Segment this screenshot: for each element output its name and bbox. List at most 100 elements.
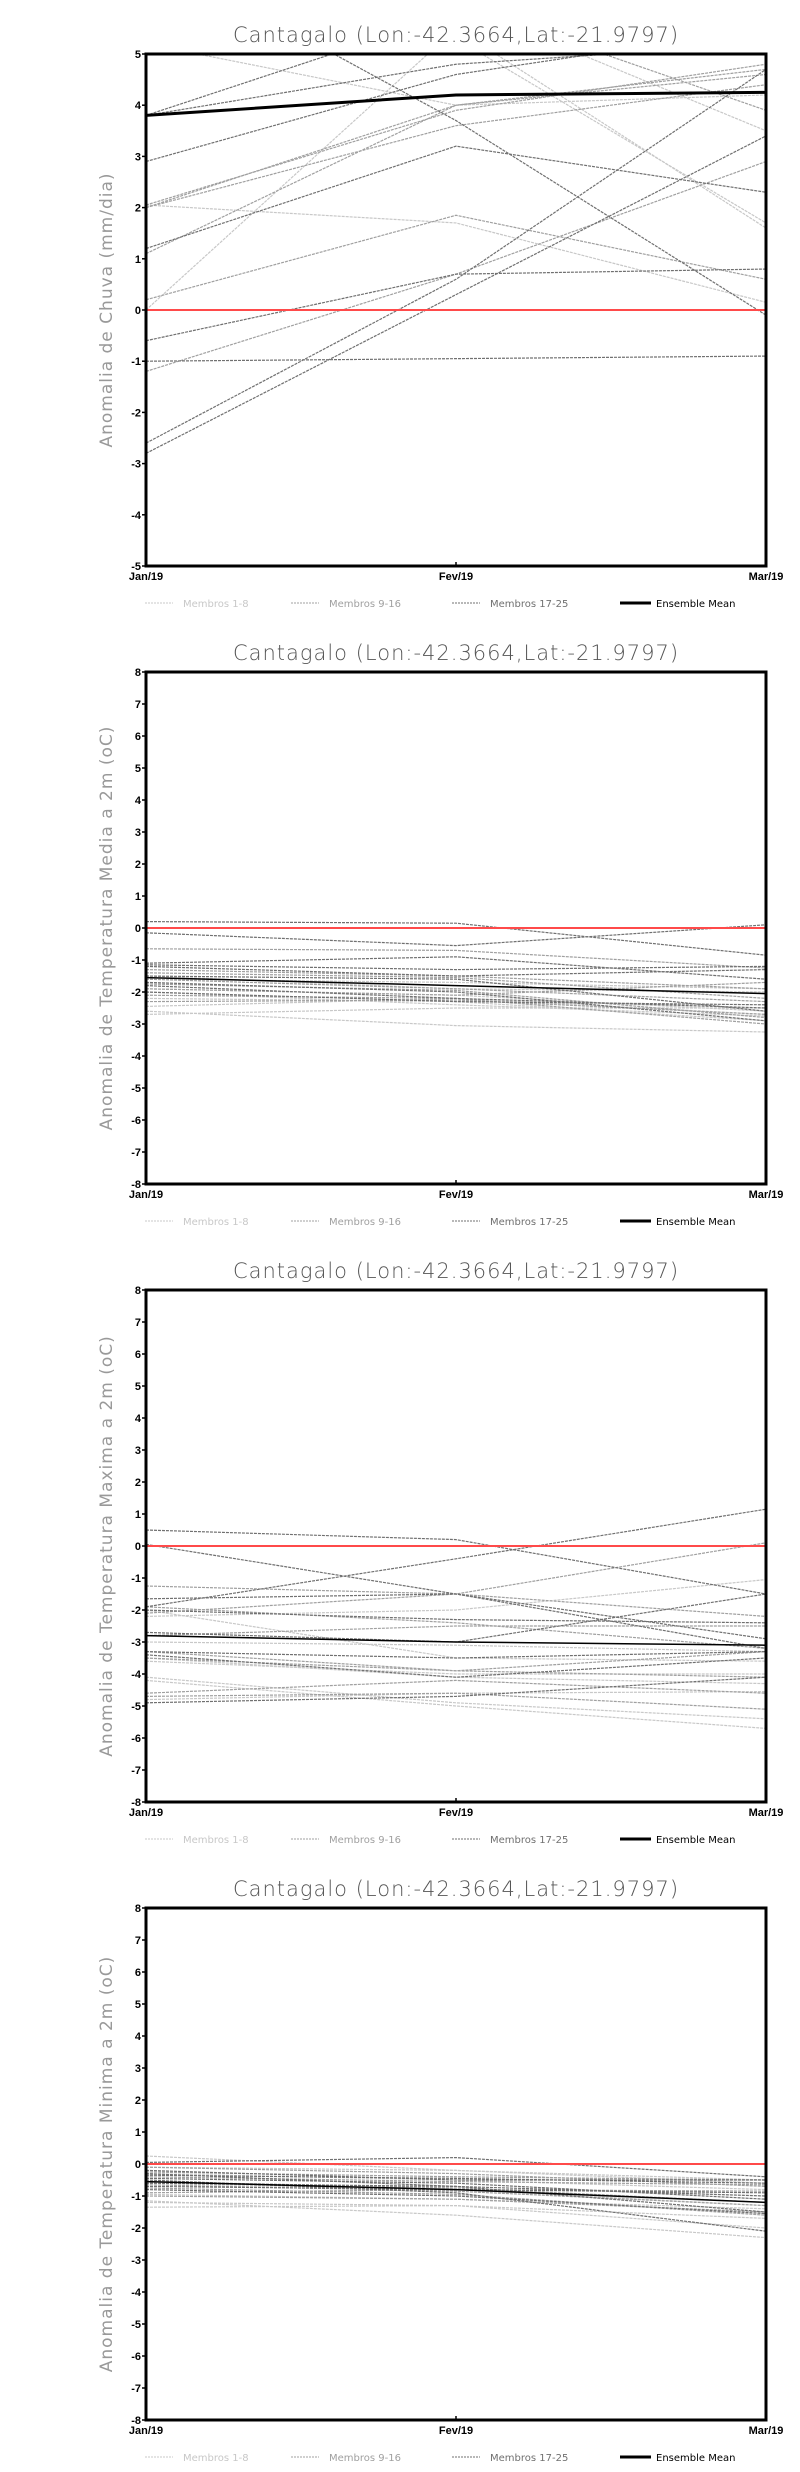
y-tick-label: -3: [131, 2255, 141, 2267]
member-line: [146, 2166, 766, 2181]
y-tick-label: -1: [131, 1573, 141, 1585]
member-line: [146, 1654, 766, 1678]
y-tick-label: 1: [135, 1509, 141, 1521]
member-line: [146, 921, 766, 956]
x-tick-label: Jan/19: [129, 1189, 163, 1201]
y-tick-label: 5: [135, 763, 141, 775]
chart-title: Cantagalo (Lon:-42.3664,Lat:-21.9797): [233, 23, 679, 47]
member-line: [146, 1007, 766, 1015]
y-tick-label: -6: [131, 1733, 141, 1745]
chart-title: Cantagalo (Lon:-42.3664,Lat:-21.9797): [233, 641, 679, 665]
member-line: [146, 948, 766, 969]
y-tick-label: 2: [135, 203, 141, 215]
y-axis-label: Anomalia de Temperatura Media a 2m (oC): [97, 726, 117, 1131]
member-line: [146, 2169, 766, 2181]
legend-label: Membros 1-8: [183, 1835, 249, 1846]
member-line: [494, 54, 766, 229]
member-line: [146, 1651, 766, 1659]
legend-label: Membros 17-25: [490, 1217, 568, 1228]
y-tick-label: -4: [131, 2287, 142, 2299]
y-tick-label: 4: [135, 2031, 142, 2043]
member-line: [146, 985, 766, 1009]
plot-frame: [144, 52, 768, 568]
y-tick-label: -8: [131, 1797, 141, 1809]
y-tick-label: 1: [135, 254, 141, 266]
ensemble-mean-line: [146, 1634, 766, 1646]
y-tick-label: 8: [135, 1903, 141, 1915]
y-tick-label: -5: [131, 1083, 141, 1095]
y-tick-label: 7: [135, 1317, 141, 1329]
member-line: [146, 1609, 766, 1624]
plot-area: [146, 1508, 766, 1729]
y-tick-label: -5: [131, 2319, 141, 2331]
member-line: [146, 54, 598, 163]
y-tick-label: -8: [131, 2415, 141, 2427]
member-line: [146, 1593, 766, 1643]
y-tick-label: -7: [131, 1147, 141, 1159]
member-line: [146, 1579, 766, 1617]
legend-label: Membros 9-16: [329, 1217, 401, 1228]
y-tick-label: 8: [135, 1285, 141, 1297]
plot-frame: [144, 1906, 768, 2422]
y-tick-label: 2: [135, 859, 141, 871]
member-line: [146, 1606, 766, 1649]
plot-frame: [144, 1288, 768, 1804]
chart-title: Cantagalo (Lon:-42.3664,Lat:-21.9797): [233, 1259, 679, 1283]
y-tick-label: 4: [135, 100, 142, 112]
y-tick-label: -2: [131, 2223, 141, 2235]
x-tick-label: Fev/19: [439, 1807, 473, 1819]
member-line: [146, 84, 766, 209]
y-tick-label: 0: [135, 923, 141, 935]
legend-label: Ensemble Mean: [656, 599, 735, 610]
member-line: [146, 2201, 766, 2229]
y-tick-label: -2: [131, 1605, 141, 1617]
x-tick-label: Jan/19: [129, 571, 163, 583]
y-tick-label: 6: [135, 731, 141, 743]
y-tick-label: -4: [131, 1051, 142, 1063]
y-tick-label: 3: [135, 827, 141, 839]
member-line: [146, 355, 766, 362]
y-tick-label: 4: [135, 1413, 142, 1425]
member-line: [146, 1010, 766, 1033]
y-tick-label: -8: [131, 1179, 141, 1191]
chart-title: Cantagalo (Lon:-42.3664,Lat:-21.9797): [233, 1877, 679, 1901]
legend-label: Membros 1-8: [183, 599, 249, 610]
member-line: [146, 978, 766, 1003]
member-line: [146, 68, 766, 444]
legend-label: Ensemble Mean: [656, 1217, 735, 1228]
y-tick-label: -7: [131, 2383, 141, 2395]
x-tick-label: Mar/19: [749, 1189, 784, 1201]
y-tick-label: -6: [131, 1115, 141, 1127]
member-line: [146, 999, 766, 1015]
member-line: [146, 2182, 766, 2197]
member-line: [146, 73, 766, 209]
y-tick-label: -2: [131, 407, 141, 419]
ensemble-mean-line: [146, 90, 766, 117]
member-line: [146, 160, 766, 373]
y-tick-label: -6: [131, 2351, 141, 2363]
y-tick-label: -1: [131, 356, 141, 368]
ensemble-mean-line: [146, 2180, 766, 2204]
member-line: [146, 981, 766, 1022]
member-line: [601, 54, 766, 111]
member-line: [146, 1660, 766, 1675]
y-tick-label: 1: [135, 2127, 141, 2139]
x-tick-label: Mar/19: [749, 2425, 784, 2437]
member-line: [146, 2177, 766, 2200]
y-tick-label: -5: [131, 1701, 141, 1713]
x-tick-label: Fev/19: [439, 571, 473, 583]
y-tick-label: -3: [131, 1637, 141, 1649]
member-line: [146, 924, 766, 947]
y-tick-label: 8: [135, 667, 141, 679]
y-tick-label: -4: [131, 1669, 142, 1681]
member-line: [146, 2156, 766, 2178]
member-line: [332, 54, 766, 316]
y-tick-label: 7: [135, 1935, 141, 1947]
chart-3: Cantagalo (Lon:-42.3664,Lat:-21.9797) Ano…: [97, 1259, 783, 1846]
plot-area: [146, 2155, 766, 2239]
member-line: [146, 2184, 766, 2207]
member-line: [146, 2189, 766, 2215]
member-line: [146, 2176, 766, 2186]
member-line: [146, 68, 766, 255]
member-line: [146, 1625, 766, 1637]
